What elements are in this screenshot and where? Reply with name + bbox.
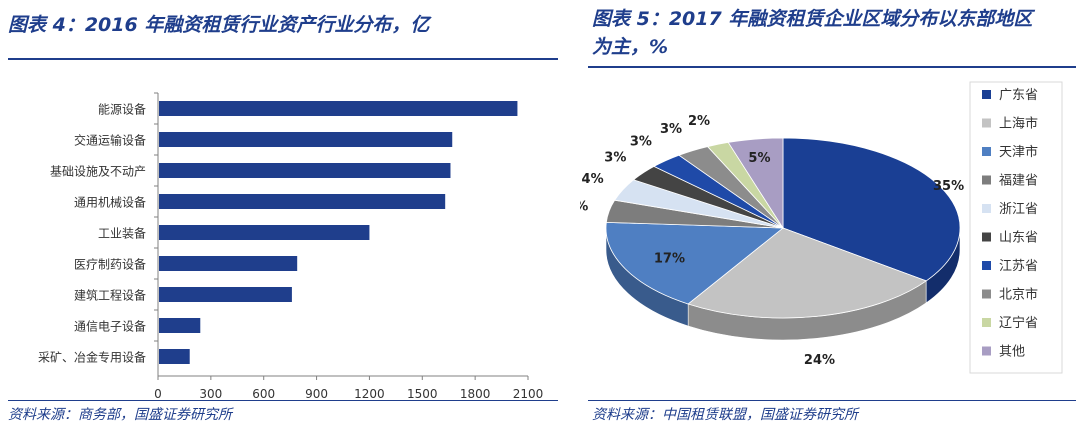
pie-chart: 35%24%17%4%4%3%3%3%2%5%广东省上海市天津市福建省浙江省山东… [580,81,1063,374]
bar [159,132,453,147]
pie-slice [727,137,784,230]
bar-category-label: 建筑工程设备 [74,288,146,303]
bar [159,318,201,333]
bar-chart-title: 图表 4：2016 年融资租赁行业资产行业分布，亿 [8,14,430,36]
pie-legend-label: 广东省 [999,88,1038,103]
bar [159,194,446,209]
pie-legend-swatch [982,232,991,242]
bar-category-label: 通用机械设备 [74,195,146,210]
pie-data-label: 4% [580,199,588,214]
bar-chart: 能源设备交通运输设备基础设施及不动产通用机械设备工业装备医疗制药设备建筑工程设备… [38,92,544,400]
bar [159,225,370,240]
pie-legend-label: 浙江省 [999,202,1038,217]
bar-x-tick-label: 900 [305,387,328,400]
bar-chart-source: 资料来源：商务部，国盛证券研究所 [8,407,232,423]
pie-legend-swatch [982,147,991,156]
bar-x-tick-label: 1800 [460,387,491,400]
pie-legend-swatch [982,261,991,270]
bar-category-label: 通信电子设备 [74,320,146,334]
bar-category-label: 能源设备 [98,103,146,117]
pie-data-label: 3% [630,135,652,150]
pie-chart-title-rule [588,66,1076,68]
pie-data-label: 35% [933,179,964,194]
pie-legend-label: 辽宁省 [999,315,1038,331]
bar-category-label: 基础设施及不动产 [50,165,146,179]
pie-data-label: 4% [582,172,604,187]
pie-legend-swatch [982,118,991,128]
pie-legend-label: 福建省 [999,174,1038,189]
pie-legend-swatch [982,204,991,213]
pie-legend-swatch [982,318,991,327]
bar-x-tick-label: 600 [252,387,275,400]
pie-legend-label: 其他 [999,345,1025,360]
bar [159,163,451,178]
pie-chart-title-line2: 为主，% [592,36,669,58]
bar-source-rule [8,400,558,401]
bar-category-label: 交通运输设备 [74,133,146,148]
bar [159,101,518,116]
pie-legend-swatch [982,346,991,356]
pie-data-label: 2% [688,114,710,129]
bar-category-label: 工业装备 [98,227,146,241]
bar-x-tick-label: 0 [154,387,162,400]
pie-data-label: 5% [748,151,770,166]
pie-slice [687,227,928,319]
pie-legend-label: 江苏省 [999,258,1038,274]
bar-chart-title-rule [8,58,558,60]
pie-legend-label: 上海市 [999,116,1038,132]
pie-legend-label: 山东省 [999,231,1038,246]
bar [159,287,292,302]
pie-data-label: 3% [604,150,626,165]
pie-legend-swatch [982,175,991,185]
bar-category-label: 医疗制药设备 [74,258,146,272]
pie-data-label: 24% [804,353,835,368]
pie-chart-title-line1: 图表 5：2017 年融资租赁企业区域分布以东部地区 [592,8,1033,30]
bar-x-tick-label: 1500 [407,387,438,400]
pie-legend-swatch [982,90,991,99]
bar [159,256,298,271]
pie-data-label: 17% [654,251,685,266]
bar-x-tick-label: 300 [199,387,222,400]
bar [159,349,190,364]
pie-legend-box [969,81,1063,374]
bar-category-label: 采矿、冶金专用设备 [38,350,146,365]
pie-source-rule [588,400,1076,401]
pie-slice [782,137,961,282]
pie-chart-source: 资料来源：中国租赁联盟，国盛证券研究所 [592,407,858,423]
bar-x-tick-label: 2100 [513,387,544,400]
bar-x-tick-label: 1200 [354,387,385,400]
pie-legend-swatch [982,289,991,299]
pie-legend-label: 北京市 [999,287,1038,303]
pie-slice [605,221,785,305]
pie-data-label: 3% [660,122,682,137]
pie-legend-label: 天津市 [999,144,1038,160]
